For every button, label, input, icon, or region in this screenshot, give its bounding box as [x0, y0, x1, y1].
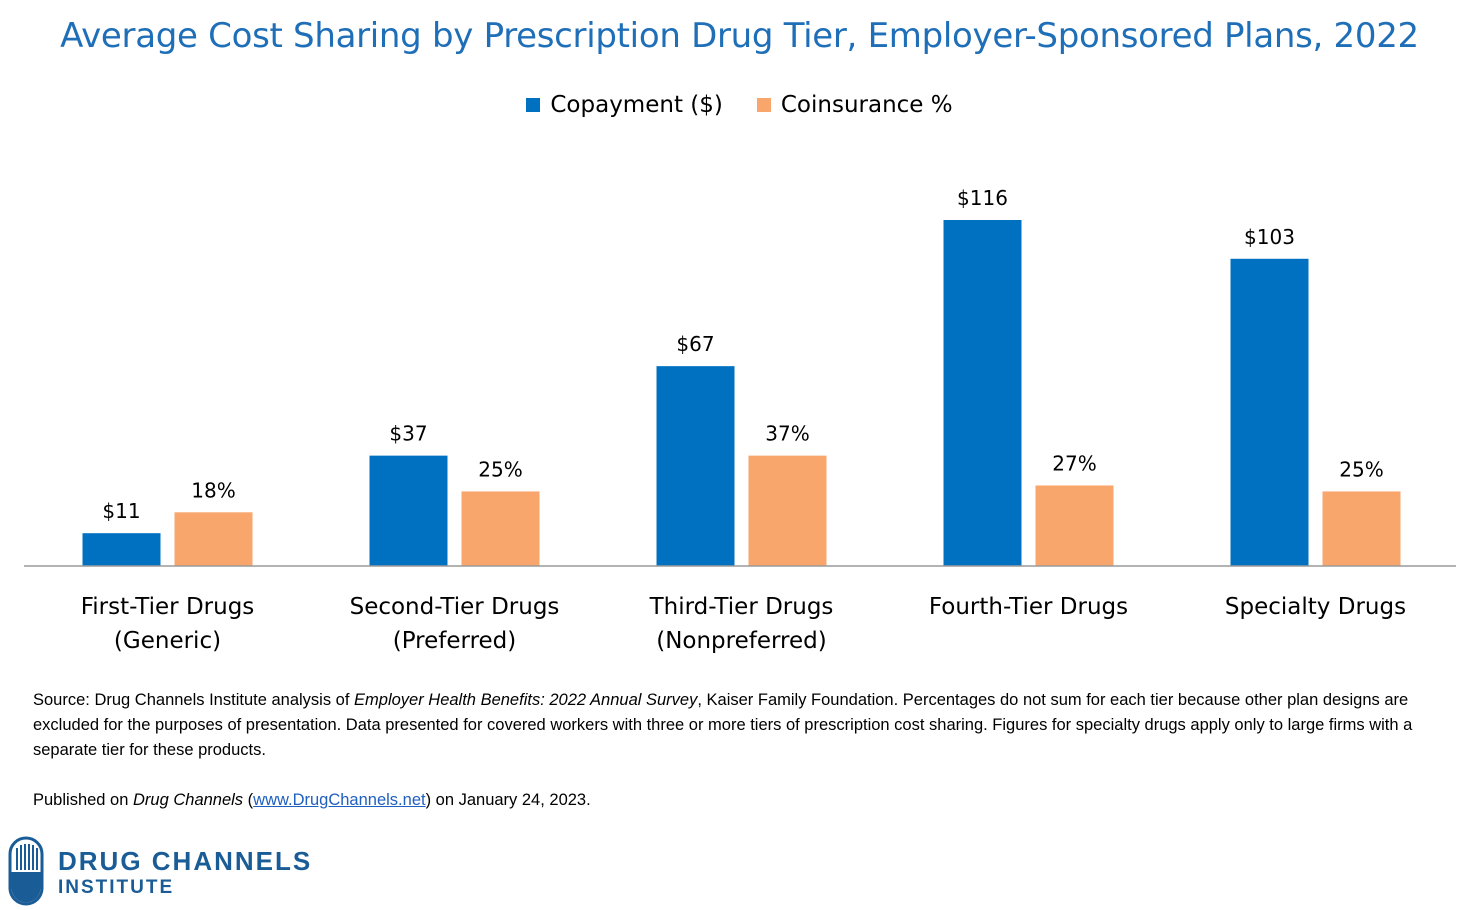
- bar-copayment: [82, 533, 161, 566]
- published-note: Published on Drug Channels (www.DrugChan…: [33, 788, 1453, 813]
- legend-item-copayment: Copayment ($): [526, 92, 723, 118]
- category-label: Specialty Drugs: [1225, 594, 1406, 620]
- legend-label-copayment: Copayment ($): [550, 92, 723, 118]
- category-label: First-Tier Drugs: [81, 594, 255, 620]
- category-label: Second-Tier Drugs: [350, 594, 560, 620]
- bar-copayment: [369, 455, 448, 566]
- data-label: $11: [102, 499, 140, 523]
- data-label: 27%: [1052, 451, 1096, 475]
- capsule-logo-icon: [8, 836, 44, 910]
- data-label: 18%: [191, 478, 235, 502]
- source-note: Source: Drug Channels Institute analysis…: [33, 688, 1453, 763]
- legend-label-coinsurance: Coinsurance %: [780, 92, 953, 118]
- bar-copayment: [943, 220, 1022, 566]
- source-title: Employer Health Benefits: 2022 Annual Su…: [354, 691, 698, 709]
- bar-copayment: [656, 366, 735, 566]
- legend-item-coinsurance: Coinsurance %: [756, 92, 953, 118]
- published-site: Drug Channels: [133, 791, 244, 809]
- legend-swatch-copayment: [526, 98, 541, 112]
- data-label: $37: [389, 422, 427, 446]
- legend-swatch-coinsurance: [756, 98, 771, 112]
- bar-coinsurance: [748, 455, 827, 566]
- bar-coinsurance: [174, 512, 253, 566]
- category-label: Fourth-Tier Drugs: [929, 594, 1128, 620]
- data-label: $116: [957, 186, 1008, 210]
- source-suffix: , Kaiser Family Foundation. Percentages …: [33, 691, 1413, 759]
- bar-coinsurance: [1035, 485, 1114, 566]
- data-label: $67: [676, 332, 714, 356]
- published-suffix: ) on January 24, 2023.: [425, 791, 591, 809]
- logo-text: DRUG CHANNELS INSTITUTE: [58, 846, 312, 900]
- source-prefix: Source: Drug Channels Institute analysis…: [33, 691, 355, 709]
- category-label: Third-Tier Drugs: [649, 594, 834, 620]
- chart-footer: Source: Drug Channels Institute analysis…: [33, 688, 1453, 813]
- chart-title: Average Cost Sharing by Prescription Dru…: [60, 16, 1419, 56]
- logo-line1: DRUG CHANNELS: [58, 846, 313, 876]
- data-label: 25%: [478, 457, 522, 481]
- data-label: 25%: [1339, 457, 1383, 481]
- chart-legend: Copayment ($) Coinsurance %: [0, 92, 1479, 118]
- category-label: (Preferred): [393, 628, 517, 654]
- data-label: $103: [1244, 225, 1295, 249]
- drugchannels-link[interactable]: www.DrugChannels.net: [253, 791, 426, 809]
- drug-channels-logo: DRUG CHANNELS INSTITUTE: [8, 836, 312, 910]
- published-open: (: [243, 791, 254, 809]
- data-label: 37%: [765, 422, 809, 446]
- bar-coinsurance: [461, 491, 540, 566]
- published-prefix: Published on: [33, 791, 133, 809]
- bar-copayment: [1230, 258, 1309, 566]
- category-label: (Nonpreferred): [656, 628, 827, 654]
- category-label: (Generic): [114, 628, 221, 654]
- bar-chart: $11 18% First-Tier Drugs (Generic) $37 25% Sec…: [24, 186, 1456, 654]
- bar-coinsurance: [1322, 491, 1401, 566]
- logo-line2: INSTITUTE: [58, 877, 175, 898]
